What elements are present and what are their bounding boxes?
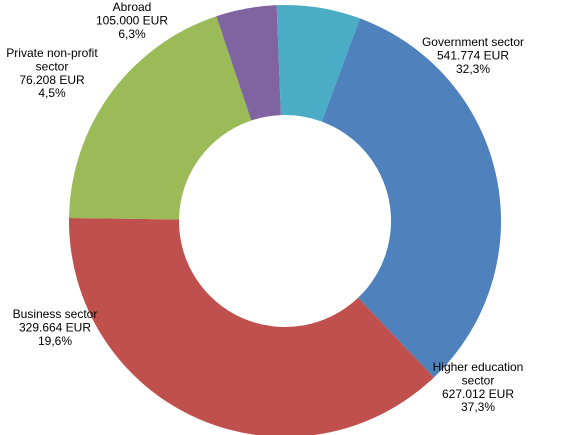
data-label-line: 329.664 EUR	[19, 320, 91, 334]
data-label-higher-education-sector: Higher education sector 627.012 EUR 37,3%	[433, 360, 524, 414]
data-label-business-sector: Business sector 329.664 EUR 19,6%	[13, 307, 98, 348]
data-label-line: 541.774 EUR	[437, 48, 509, 62]
data-label-abroad: Abroad 105.000 EUR 6,3%	[96, 0, 168, 41]
data-label-government-sector: Government sector 541.774 EUR 32,3%	[422, 35, 524, 76]
donut-segments	[69, 5, 502, 435]
data-label-line: 627.012 EUR	[442, 387, 514, 401]
slice-private-non-profit-sector	[216, 5, 281, 121]
data-label-private-non-profit-sector: Private non-profit sector 76.208 EUR 4,5%	[6, 46, 98, 100]
data-label-line: 4,5%	[38, 86, 66, 100]
data-label-line: 19,6%	[38, 334, 72, 348]
data-labels: Government sector 541.774 EUR 32,3% Higher …	[6, 0, 524, 414]
data-label-line: Abroad	[113, 0, 152, 14]
data-label-line: Higher education	[433, 360, 524, 374]
data-label-line: 105.000 EUR	[96, 13, 168, 27]
data-label-line: 32,3%	[456, 62, 490, 76]
data-label-line: Business sector	[13, 307, 98, 321]
slice-government-sector	[321, 18, 502, 378]
data-label-line: 76.208 EUR	[19, 73, 85, 87]
slice-abroad	[276, 5, 360, 122]
data-label-line: Government sector	[422, 35, 524, 49]
data-label-line: 6,3%	[118, 27, 146, 41]
data-label-line: sector	[462, 373, 495, 387]
data-label-line: 37,3%	[461, 400, 495, 414]
slice-business-sector	[69, 16, 252, 220]
slice-higher-education-sector	[69, 217, 434, 435]
data-label-line: Private non-profit	[6, 46, 98, 60]
data-label-line: sector	[36, 59, 69, 73]
